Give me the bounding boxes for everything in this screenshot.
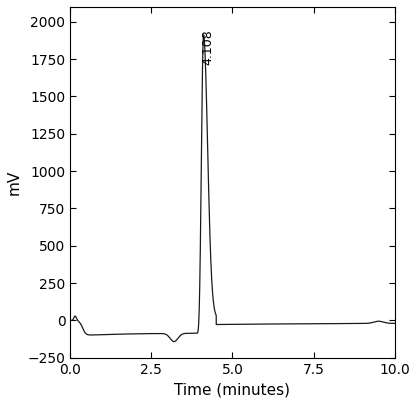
- X-axis label: Time (minutes): Time (minutes): [174, 382, 291, 397]
- Text: 4.108: 4.108: [201, 29, 214, 65]
- Y-axis label: mV: mV: [7, 170, 22, 195]
